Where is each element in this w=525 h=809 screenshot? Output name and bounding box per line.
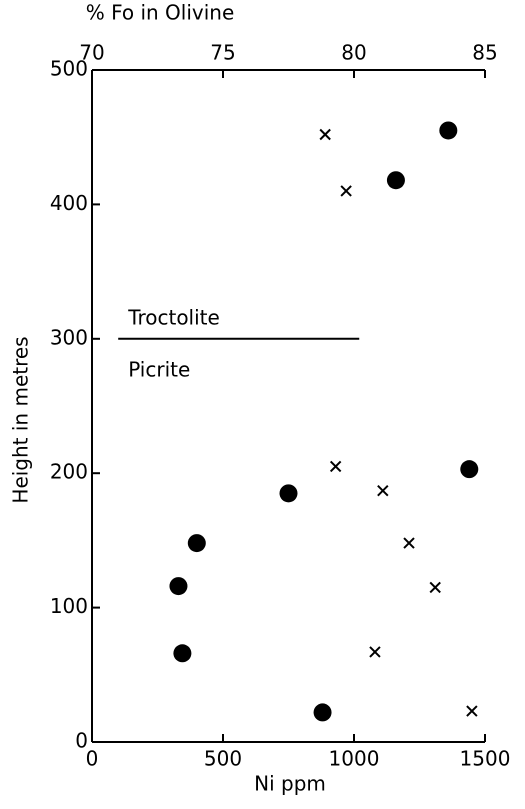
- dot: [187, 534, 206, 553]
- label-below: Picrite: [128, 357, 190, 381]
- cross-stroke: [340, 185, 352, 197]
- cross: [329, 460, 342, 473]
- cross-stroke: [377, 484, 389, 497]
- cross-stroke: [369, 646, 381, 658]
- cross: [369, 646, 381, 658]
- x2-tick-label: 85: [472, 41, 497, 65]
- dot: [439, 121, 458, 140]
- cross: [340, 185, 352, 197]
- dot: [279, 484, 298, 503]
- dot: [386, 171, 405, 190]
- label-above: Troctolite: [127, 305, 220, 329]
- y-tick-label: 100: [50, 594, 88, 618]
- x-tick-label: 1000: [329, 747, 380, 771]
- x2-tick-label: 75: [210, 41, 235, 65]
- cross: [377, 484, 389, 497]
- x2-tick-label: 70: [79, 41, 104, 65]
- cross: [466, 705, 478, 717]
- cross-stroke: [429, 581, 441, 594]
- y-tick-label: 300: [50, 325, 88, 349]
- y-tick-label: 0: [75, 729, 88, 753]
- y-tick-label: 500: [50, 57, 88, 81]
- dot: [460, 460, 479, 479]
- x-axis-label: Ni ppm: [254, 772, 326, 796]
- dot: [169, 577, 188, 596]
- cross: [403, 537, 415, 549]
- cross: [319, 128, 331, 141]
- dot: [313, 703, 332, 722]
- cross-stroke: [319, 128, 331, 141]
- x-tick-label: 1500: [460, 747, 511, 771]
- cross-stroke: [466, 705, 478, 717]
- dot: [173, 644, 192, 663]
- x-tick-label: 0: [86, 747, 99, 771]
- y-axis-label: Height in metres: [9, 336, 33, 503]
- cross-stroke: [329, 460, 342, 473]
- cross-stroke: [403, 537, 415, 549]
- cross: [429, 581, 441, 594]
- x2-axis-label: % Fo in Olivine: [86, 1, 235, 25]
- x-tick-label: 500: [204, 747, 242, 771]
- y-tick-label: 200: [50, 460, 88, 484]
- y-tick-label: 400: [50, 191, 88, 215]
- x2-tick-label: 80: [341, 41, 366, 65]
